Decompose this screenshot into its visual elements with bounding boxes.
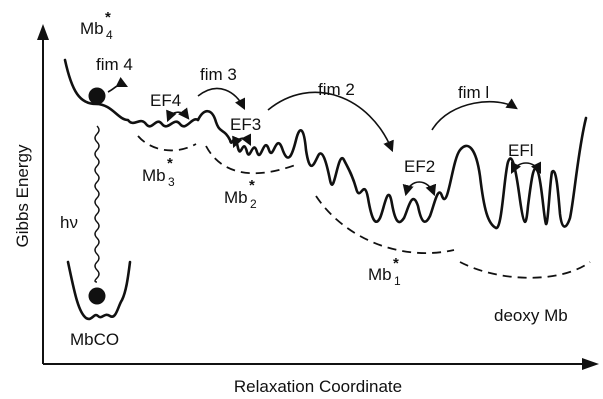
mb2-text: Mb <box>224 188 248 207</box>
mb2-envelope-dashed <box>205 145 299 175</box>
x-axis-arrowhead <box>582 358 599 370</box>
mb3-text: Mb <box>142 166 166 185</box>
mb2-star: * <box>249 177 255 194</box>
ef2-arrow <box>402 181 437 197</box>
fim1-arrow <box>431 98 518 131</box>
ef4-label: EF4 <box>150 91 181 110</box>
mb1-subscript: 1 <box>394 274 401 288</box>
fim2-label: fim 2 <box>318 80 355 99</box>
mb4-star: * <box>105 9 111 26</box>
fim3-arrow <box>197 87 246 111</box>
ef2-label: EF2 <box>404 157 435 176</box>
fim3-label: fim 3 <box>200 65 237 84</box>
mbco-label: MbCO <box>70 330 119 349</box>
deoxy-envelope-dashed <box>459 261 591 279</box>
mb1-star: * <box>393 255 399 272</box>
mb1-envelope-dashed <box>315 195 455 254</box>
mbco-well-curve <box>66 260 132 321</box>
fim1-label: fim l <box>458 83 489 102</box>
ef4-arrow <box>166 107 190 123</box>
mb4-subscript: 4 <box>106 28 113 42</box>
mb2-label: Mb 2 * <box>224 177 257 211</box>
ef1-label: EFl <box>508 141 534 160</box>
mb3-star: * <box>167 155 173 172</box>
photon-wavy-line <box>94 125 100 283</box>
x-axis-title: Relaxation Coordinate <box>234 377 402 396</box>
mb3-envelope-dashed <box>137 135 197 152</box>
mb1-text: Mb <box>368 265 392 284</box>
mb1-label: Mb 1 * <box>368 255 401 288</box>
y-axis-title: Gibbs Energy <box>13 144 32 247</box>
state-ball-mbco <box>88 287 106 305</box>
energy-landscape-curve <box>63 58 588 230</box>
ef3-label: EF3 <box>230 115 261 134</box>
mb4-text: Mb <box>80 19 104 38</box>
ef3-arrow <box>232 133 252 149</box>
ef1-arrow <box>510 161 542 175</box>
mb4-label: Mb 4 * <box>80 9 113 42</box>
y-axis-arrowhead <box>37 24 49 40</box>
fim4-label: fim 4 <box>96 55 133 74</box>
mb2-subscript: 2 <box>250 197 257 211</box>
mb3-label: Mb 3 * <box>142 155 175 189</box>
mb3-subscript: 3 <box>168 175 175 189</box>
state-ball-mb4 <box>88 87 106 105</box>
fim2-arrow <box>267 91 394 153</box>
deoxy-mb-label: deoxy Mb <box>494 306 568 325</box>
hv-label: hν <box>60 213 78 232</box>
fim4-arrow <box>107 76 129 93</box>
